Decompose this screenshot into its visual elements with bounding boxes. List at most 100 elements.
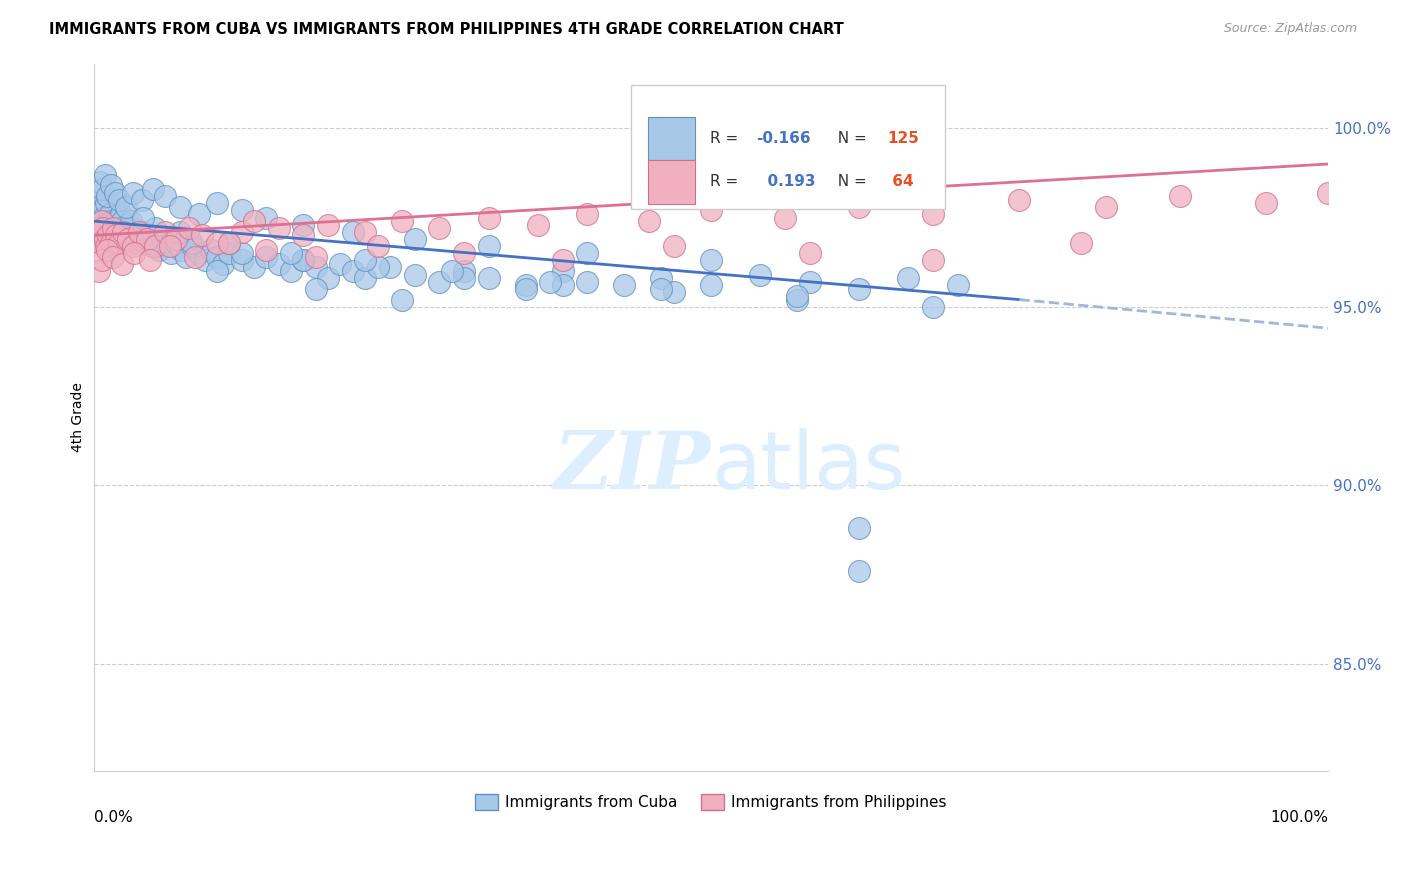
Point bbox=[152, 232, 174, 246]
Point bbox=[139, 253, 162, 268]
Point bbox=[187, 246, 209, 260]
Point bbox=[128, 225, 150, 239]
Point bbox=[100, 235, 122, 250]
Point bbox=[205, 250, 228, 264]
Point bbox=[662, 285, 685, 300]
Point bbox=[148, 243, 170, 257]
Point bbox=[90, 225, 112, 239]
Point bbox=[174, 250, 197, 264]
Point bbox=[103, 221, 125, 235]
Point bbox=[367, 239, 389, 253]
Point bbox=[205, 264, 228, 278]
Point bbox=[103, 186, 125, 200]
Text: 125: 125 bbox=[887, 131, 920, 146]
Point bbox=[700, 278, 723, 293]
Point bbox=[267, 257, 290, 271]
Point bbox=[91, 203, 114, 218]
Point bbox=[160, 246, 183, 260]
Point bbox=[897, 271, 920, 285]
Point bbox=[378, 260, 401, 275]
Point bbox=[922, 253, 945, 268]
Point bbox=[112, 225, 135, 239]
Point bbox=[254, 211, 277, 225]
Point bbox=[117, 221, 139, 235]
Point bbox=[122, 228, 145, 243]
Point bbox=[110, 207, 132, 221]
Point bbox=[127, 225, 149, 239]
Point bbox=[231, 246, 253, 260]
Point bbox=[200, 243, 222, 257]
Point bbox=[786, 293, 808, 307]
Point bbox=[280, 246, 302, 260]
Point bbox=[114, 225, 136, 239]
Point bbox=[292, 228, 315, 243]
Point bbox=[700, 203, 723, 218]
Point bbox=[104, 214, 127, 228]
Point bbox=[212, 257, 235, 271]
Point bbox=[194, 253, 217, 268]
Point bbox=[141, 239, 163, 253]
Point bbox=[342, 264, 364, 278]
Point bbox=[254, 243, 277, 257]
Point bbox=[96, 243, 118, 257]
Point bbox=[515, 282, 537, 296]
Point bbox=[231, 203, 253, 218]
Point bbox=[650, 282, 672, 296]
Point bbox=[848, 200, 870, 214]
Text: IMMIGRANTS FROM CUBA VS IMMIGRANTS FROM PHILIPPINES 4TH GRADE CORRELATION CHART: IMMIGRANTS FROM CUBA VS IMMIGRANTS FROM … bbox=[49, 22, 844, 37]
Point bbox=[292, 253, 315, 268]
Point bbox=[103, 232, 125, 246]
Point bbox=[305, 250, 328, 264]
Point bbox=[700, 253, 723, 268]
Text: N =: N = bbox=[828, 131, 872, 146]
Point bbox=[181, 235, 204, 250]
Point bbox=[143, 235, 166, 250]
Point bbox=[87, 264, 110, 278]
Point bbox=[108, 235, 131, 250]
Point bbox=[551, 278, 574, 293]
Point bbox=[922, 300, 945, 314]
Point bbox=[367, 260, 389, 275]
Point bbox=[181, 239, 204, 253]
Point bbox=[354, 225, 377, 239]
Point bbox=[329, 257, 352, 271]
Point bbox=[142, 182, 165, 196]
Point bbox=[122, 186, 145, 200]
Point bbox=[1168, 189, 1191, 203]
Point bbox=[91, 214, 114, 228]
Point bbox=[316, 218, 339, 232]
Point bbox=[205, 196, 228, 211]
Point bbox=[1256, 196, 1278, 211]
Point bbox=[111, 214, 134, 228]
Point bbox=[478, 211, 501, 225]
Point bbox=[94, 196, 117, 211]
Point bbox=[94, 239, 117, 253]
Point bbox=[93, 168, 115, 182]
Point bbox=[96, 225, 118, 239]
Point bbox=[1095, 200, 1118, 214]
Point bbox=[114, 200, 136, 214]
Bar bbox=[648, 160, 695, 203]
Point bbox=[638, 214, 661, 228]
Point bbox=[427, 221, 450, 235]
Point bbox=[280, 264, 302, 278]
Point bbox=[100, 214, 122, 228]
Point bbox=[103, 225, 125, 239]
Point bbox=[538, 275, 561, 289]
Point bbox=[90, 214, 112, 228]
Point bbox=[134, 235, 156, 250]
Point bbox=[453, 246, 475, 260]
Point bbox=[551, 253, 574, 268]
Point bbox=[1070, 235, 1092, 250]
Point bbox=[576, 246, 599, 260]
Text: 100.0%: 100.0% bbox=[1270, 810, 1329, 824]
Point bbox=[946, 278, 969, 293]
Legend: Immigrants from Cuba, Immigrants from Philippines: Immigrants from Cuba, Immigrants from Ph… bbox=[468, 788, 953, 816]
Point bbox=[515, 278, 537, 293]
Text: N =: N = bbox=[828, 174, 872, 189]
Point bbox=[218, 235, 240, 250]
Point bbox=[799, 246, 821, 260]
Point bbox=[138, 228, 160, 243]
Point bbox=[205, 235, 228, 250]
Point bbox=[305, 282, 328, 296]
